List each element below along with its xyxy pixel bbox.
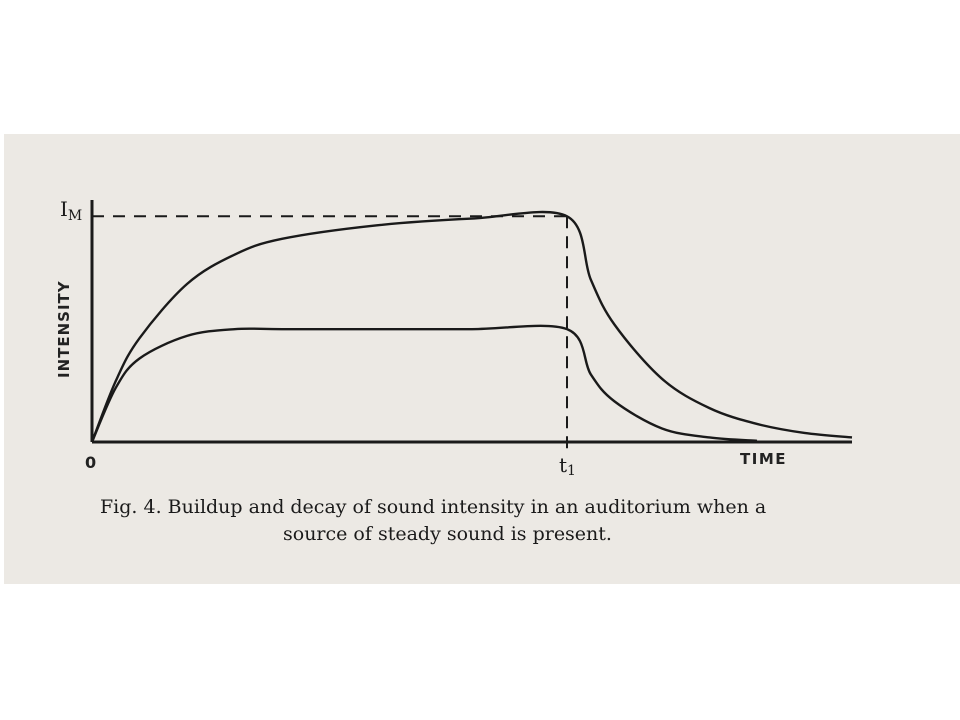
im-label: IM (60, 197, 82, 224)
chart-axes (90, 200, 852, 444)
caption-line-2: source of steady sound is present. (283, 523, 612, 545)
scanned-page (4, 134, 960, 584)
figure-caption: Fig. 4. Buildup and decay of sound inten… (100, 494, 900, 548)
x-axis-label: TIME (740, 450, 787, 468)
caption-line-1: Fig. 4. Buildup and decay of sound inten… (100, 496, 767, 518)
intensity-curve-2 (90, 324, 758, 443)
chart-guides (92, 215, 568, 454)
chart-curves (90, 210, 853, 443)
origin-label: 0 (85, 453, 96, 472)
t1-label: t1 (559, 453, 576, 479)
y-axis-label: INTENSITY (55, 280, 73, 378)
intensity-curve-1 (90, 210, 853, 443)
chart-labels: INTENSITY TIME 0 IM t1 (55, 197, 787, 479)
